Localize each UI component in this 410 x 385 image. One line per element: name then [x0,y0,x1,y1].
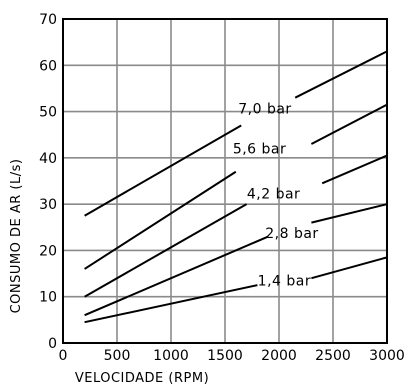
y-tick-label-4: 40 [39,151,57,167]
y-tick-label-3: 30 [39,197,57,213]
series-line-0 [84,284,258,324]
series-line-1 [84,235,269,317]
y-tick-label-7: 70 [39,12,57,28]
series-label-4: 7,0 bar [238,101,291,117]
series-line-3 [84,170,237,270]
x-axis-label: VELOCIDADE (RPM) [75,371,209,385]
y-tick-label-0: 0 [48,336,57,352]
x-tick-label-4: 2000 [261,348,297,364]
y-tick-label-5: 50 [39,105,57,121]
y-tick-labels: 0 10 20 30 40 50 60 70 [39,12,57,352]
series-label-2: 4,2 bar [247,186,300,202]
series-line-tail-1 [311,203,388,224]
x-tick-label-5: 2500 [315,348,351,364]
x-tick-label-3: 1500 [207,348,243,364]
x-tick-labels: 0 500 1000 1500 2000 2500 3000 [59,348,405,364]
plot-frame [62,18,388,344]
series-label-0: 1,4 bar [258,274,311,290]
series-lines: 1,4 bar 2,8 bar 4,2 bar 5,6 bar 7,0 bar [84,50,388,324]
x-tick-label-6: 3000 [369,348,405,364]
series-line-tail-4 [294,50,388,99]
y-tick-label-1: 10 [39,290,57,306]
series-label-3: 5,6 bar [233,142,286,158]
series-line-tail-0 [311,256,388,280]
series-line-4 [84,124,242,217]
x-tick-label-0: 0 [59,348,68,364]
y-tick-label-2: 20 [39,243,57,259]
series-line-2 [84,203,248,298]
y-tick-label-6: 60 [39,58,57,74]
series-label-1: 2,8 bar [265,226,318,242]
series-line-tail-2 [321,154,388,185]
x-tick-label-1: 500 [104,348,131,364]
grid [62,18,388,344]
x-tick-label-2: 1000 [153,348,189,364]
y-axis-label: CONSUMO DE AR (L/s) [9,159,24,314]
series-line-tail-3 [310,103,388,145]
